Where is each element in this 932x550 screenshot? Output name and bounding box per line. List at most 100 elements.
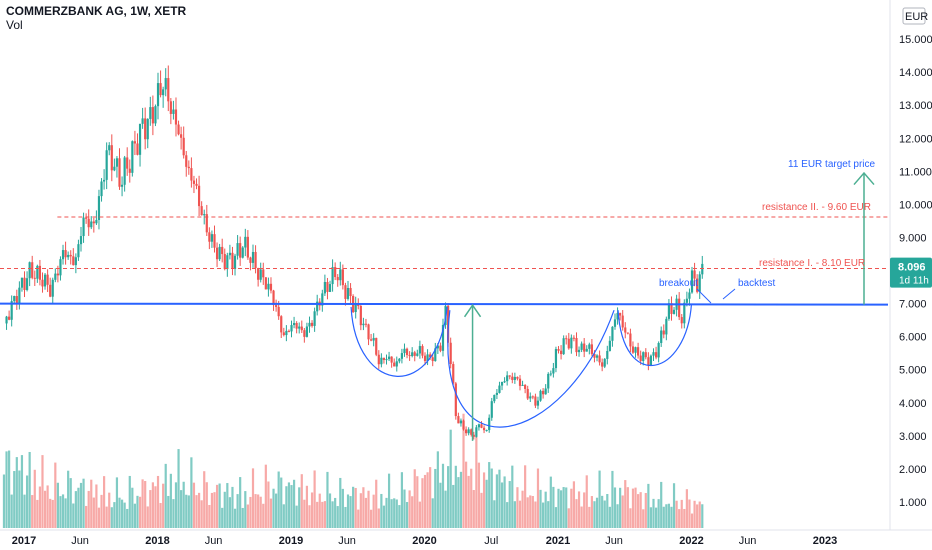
volume-bar <box>352 486 355 528</box>
volume-bar <box>218 483 221 528</box>
time-tick-label: 2022 <box>679 535 703 547</box>
volume-bar <box>97 507 101 528</box>
symbol-title: COMMERZBANK AG, 1W, XETR <box>6 4 187 18</box>
volume-bar <box>544 491 547 528</box>
candle-body <box>400 353 404 359</box>
time-tick-label: Jun <box>205 535 223 547</box>
candle-body <box>118 158 121 187</box>
candle-body <box>310 322 314 326</box>
candle-body <box>390 356 393 363</box>
candle-body <box>449 342 452 365</box>
volume-label: Vol <box>6 18 23 32</box>
candle-body <box>660 330 663 344</box>
candle-body <box>421 346 424 356</box>
candle-body <box>298 326 301 329</box>
volume-bar <box>54 462 57 528</box>
candle-body <box>192 180 196 184</box>
volume-bar <box>346 494 350 528</box>
candle-body <box>149 107 152 119</box>
volume-bar <box>113 502 116 528</box>
candle-body <box>41 279 44 287</box>
candle-body <box>431 357 434 362</box>
volume-bar <box>208 504 211 528</box>
volume-bar <box>429 467 432 528</box>
volume-bar <box>557 488 560 528</box>
volume-bar <box>413 469 416 528</box>
candle-body <box>531 396 534 398</box>
candle-body <box>64 250 67 258</box>
neckline-support-line <box>0 302 889 306</box>
price-tick-label: 10.000 <box>899 199 932 211</box>
price-tick-label: 3.000 <box>899 431 927 443</box>
candle-body <box>382 357 386 361</box>
volume-bar <box>133 503 137 528</box>
volume-bar <box>454 465 457 528</box>
candle-body <box>85 217 88 219</box>
volume-bar <box>131 487 134 528</box>
price-tick-label: 15.000 <box>899 34 932 46</box>
currency-badge[interactable] <box>902 7 926 25</box>
volume-bar <box>95 484 98 528</box>
candle-body <box>228 252 231 256</box>
candle-body <box>500 381 504 386</box>
volume-bar <box>239 477 242 528</box>
candle-body <box>511 376 514 380</box>
volume-bar <box>629 508 632 528</box>
candle-body <box>565 338 568 340</box>
candle-body <box>49 284 52 297</box>
volume-bar <box>316 501 319 528</box>
volume-bar <box>449 429 452 528</box>
measure-arrows <box>463 171 875 441</box>
candle-body <box>544 388 547 395</box>
volume-bar <box>662 506 665 528</box>
volume-bar <box>254 494 257 528</box>
backtest-label: backtest <box>738 278 775 289</box>
volume-bar <box>87 490 90 528</box>
volume-bar <box>654 507 658 528</box>
volume-bar <box>506 502 509 528</box>
candle-body <box>662 330 665 335</box>
candle-body <box>498 385 501 393</box>
candle-body <box>115 158 119 167</box>
candle-body <box>572 337 576 339</box>
candle-body <box>654 352 658 358</box>
candle-body <box>5 316 8 324</box>
volume-bar <box>462 413 465 528</box>
volume-bar <box>639 492 642 528</box>
time-tick-label: 2023 <box>813 535 837 547</box>
volume-bar <box>115 477 119 528</box>
candle-body <box>385 359 388 361</box>
candle-body <box>249 257 252 263</box>
candle-body <box>241 247 244 258</box>
volume-bar <box>185 494 188 528</box>
candle-body <box>513 376 516 380</box>
candle-body <box>108 145 111 151</box>
volume-bar <box>298 487 301 528</box>
candle-body <box>67 254 70 258</box>
volume-bar <box>169 473 172 528</box>
candle-body <box>470 429 473 435</box>
volume-bar <box>203 471 206 528</box>
volume-bar <box>688 499 691 528</box>
volume-bar <box>182 481 185 528</box>
volume-bar <box>631 488 635 528</box>
time-axis[interactable]: 2017 Jun 2018 Jun 2019 Jun 2020 Jul 2021 Jun 2022 J… <box>12 535 837 547</box>
candle-body <box>151 107 154 124</box>
volume-bar <box>246 504 249 528</box>
volume-bar <box>151 482 154 528</box>
candle-body <box>239 243 242 258</box>
volume-bar <box>275 493 278 528</box>
candle-body <box>262 269 265 278</box>
resistance-1-label: resistance I. - 8.10 EUR <box>759 258 865 269</box>
volume-bar <box>652 498 655 528</box>
candle-body <box>221 246 224 255</box>
candle-body <box>647 357 650 366</box>
volume-bar <box>100 494 103 528</box>
volume-bar <box>339 477 342 528</box>
volume-bar <box>395 499 398 528</box>
candle-body <box>10 301 13 320</box>
candle-body <box>413 352 416 356</box>
candle-body <box>693 270 696 279</box>
candle-body <box>79 236 83 245</box>
